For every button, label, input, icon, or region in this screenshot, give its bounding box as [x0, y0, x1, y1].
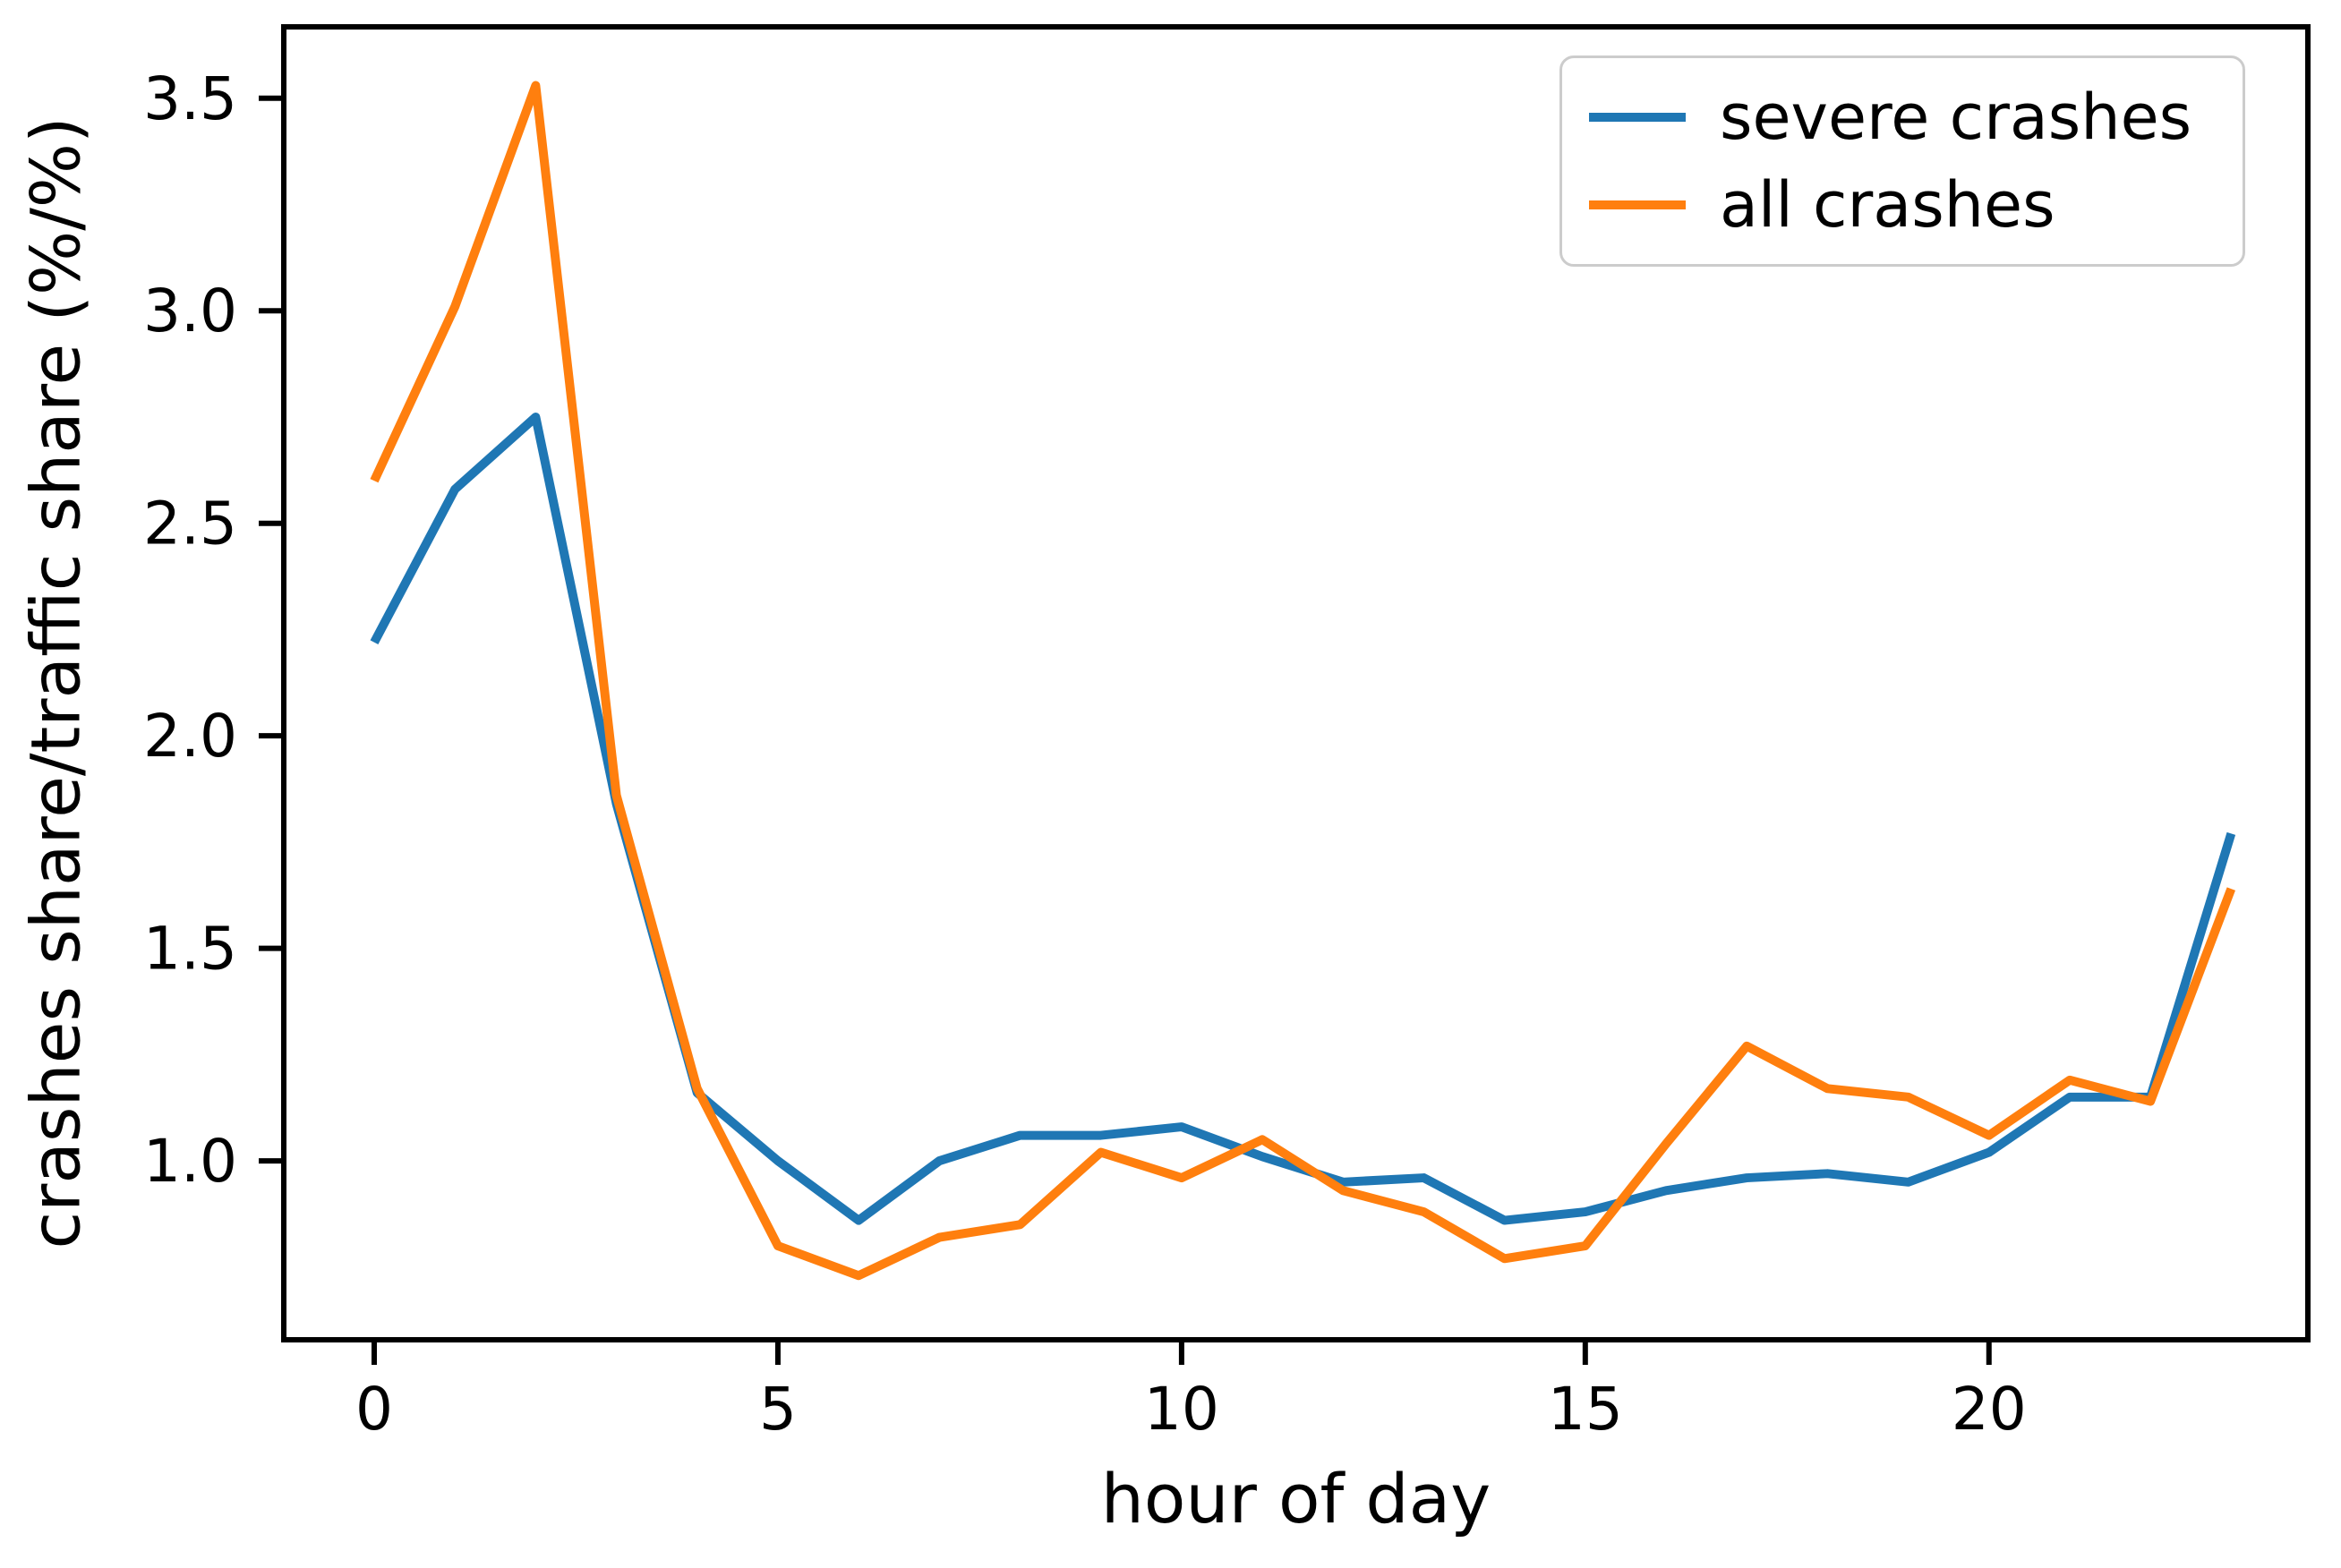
legend: severe crashes all crashes: [1559, 55, 2245, 267]
legend-label: all crashes: [1720, 168, 2055, 242]
y-axis-label: crashes share/traffic share (%/%): [15, 116, 96, 1249]
ticks-layer: 0 5 10 15 20 1.0 1.5 2.0 2.5 3.0 3.5: [143, 64, 2027, 1444]
legend-swatch-icon: [1589, 200, 1686, 209]
series-line-severe-crashes: [370, 412, 2236, 1225]
x-tick-label: 0: [355, 1375, 393, 1444]
y-tick-label: 2.5: [143, 490, 237, 558]
y-tick-label: 1.5: [143, 915, 237, 984]
y-tick-label: 3.5: [143, 64, 237, 133]
series-line-all-crashes: [370, 81, 2235, 1281]
plot-frame: [281, 24, 2311, 1342]
x-tick-label: 15: [1548, 1375, 1623, 1444]
x-tick-label: 10: [1144, 1375, 1219, 1444]
y-tick-label: 3.0: [143, 277, 237, 345]
x-tick-label: 5: [759, 1375, 797, 1444]
legend-entry-severe-crashes: severe crashes: [1589, 81, 2243, 154]
y-tick-label: 1.0: [143, 1127, 237, 1196]
y-tick-label: 2.0: [143, 702, 237, 771]
x-axis-label: hour of day: [1100, 1459, 1491, 1538]
legend-label: severe crashes: [1720, 81, 2192, 154]
legend-swatch-icon: [1589, 113, 1686, 122]
series-layer: [370, 81, 2236, 1281]
x-tick-label: 20: [1952, 1375, 2027, 1444]
legend-entry-all-crashes: all crashes: [1589, 168, 2243, 242]
